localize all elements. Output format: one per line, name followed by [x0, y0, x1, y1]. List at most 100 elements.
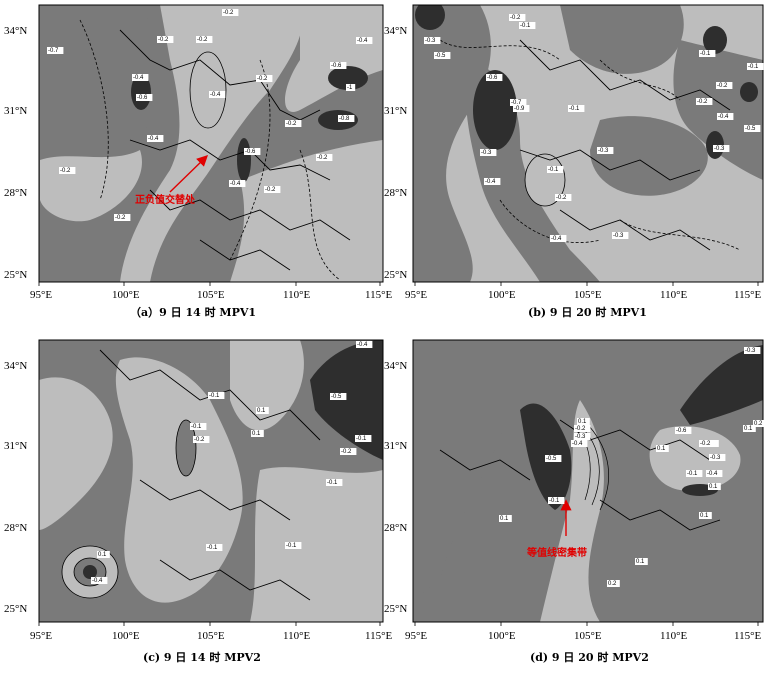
lon-label: 105°E: [574, 630, 602, 642]
lat-label: 34°N: [384, 25, 407, 37]
contour-label: -0.4: [357, 342, 368, 348]
panel-b-map: [413, 5, 763, 282]
contour-label-bg: [208, 392, 225, 399]
contour-label-bg: [147, 135, 164, 142]
lon-label: 105°E: [574, 289, 602, 301]
contour-label-bg: [346, 84, 356, 91]
contour-label-bg: [330, 393, 347, 400]
contour-label: -0.2: [556, 195, 567, 201]
contour-label: -0.9: [514, 106, 525, 112]
contour-label-bg: [486, 74, 503, 81]
contour-label: 0.1: [709, 484, 718, 490]
contour-label: 0.1: [578, 419, 587, 425]
contour-label-bg: [709, 454, 726, 461]
contour-label: -0.1: [356, 436, 367, 442]
contour-label-bg: [132, 74, 149, 81]
lat-label: 28°N: [384, 522, 407, 534]
lon-label: 110°E: [660, 630, 687, 642]
contour-label: -1: [347, 85, 353, 91]
lon-label: 100°E: [112, 630, 140, 642]
contour-label-bg: [424, 37, 441, 44]
contour-label: -0.1: [207, 545, 218, 551]
panel-c-frame: [38, 339, 384, 623]
panel-d-annotation: 等值线密集带: [527, 546, 587, 559]
lon-label: 95°E: [405, 630, 427, 642]
panel-d-map: [413, 340, 763, 622]
panel-d-caption: (d) 9 日 20 时 MPV2: [530, 650, 649, 664]
lat-label: 34°N: [4, 360, 27, 372]
contour-label: 0.2: [754, 421, 763, 427]
lat-labels-d: 34°N 31°N 28°N 25°N: [384, 360, 407, 615]
contour-label: -0.1: [520, 23, 531, 29]
contour-label-bg: [571, 440, 588, 447]
lon-label: 115°E: [734, 630, 761, 642]
contour-label-bg: [744, 125, 761, 132]
contour-label: 0.1: [636, 559, 645, 565]
contour-label-bg: [548, 497, 565, 504]
contour-label: -0.1: [569, 106, 580, 112]
lon-label: 95°E: [405, 289, 427, 301]
contour-label-bg: [696, 98, 713, 105]
panel-a-contour-labels: -0.7 -0.2 -0.4 -0.6 -0.2 -0.4 -0.2 -0.6 -1 -0.8 -0…: [47, 9, 373, 221]
contour-label: -0.4: [485, 179, 496, 185]
lat-label: 31°N: [384, 105, 407, 117]
contour-label: -0.1: [286, 543, 297, 549]
panel-a-caption: （a）9 日 14 时 MPV1: [130, 305, 256, 319]
contour-label: -0.2: [717, 83, 728, 89]
contour-label-bg: [686, 470, 703, 477]
contour-label: -0.1: [748, 64, 759, 70]
panel-b-contour-labels: -0.2 -0.1 -0.3 -0.5 -0.6 -0.7-0.9 -0.3 -0.4 -0.1…: [424, 14, 764, 242]
contour-label: -0.6: [137, 95, 148, 101]
contour-label-bg: [326, 479, 343, 486]
contour-label-bg: [635, 558, 648, 565]
contour-label: -0.5: [331, 394, 342, 400]
contour-label: -0.3: [425, 38, 436, 44]
contour-label-bg: [713, 145, 730, 152]
lat-labels-b: 34°N 31°N 28°N 25°N: [384, 25, 407, 281]
contour-label: -0.4: [92, 578, 103, 584]
contour-label: -0.4: [572, 441, 583, 447]
contour-label-bg: [244, 148, 261, 155]
contour-label: -0.5: [745, 126, 756, 132]
contour-label-bg: [699, 512, 712, 519]
contour-label-bg: [597, 147, 614, 154]
contour-label-bg: [59, 167, 76, 174]
contour-label: 0.1: [252, 431, 261, 437]
contour-label-bg: [509, 14, 526, 21]
lon-label: 100°E: [488, 289, 516, 301]
contour-label-bg: [157, 36, 174, 43]
contour-label: -0.1: [327, 480, 338, 486]
contour-label-bg: [190, 423, 207, 430]
contour-label-bg: [612, 232, 629, 239]
lat-label: 28°N: [4, 522, 27, 534]
contour-label: 0.1: [500, 516, 509, 522]
lon-label: 110°E: [660, 289, 687, 301]
contour-label: 0.1: [744, 426, 753, 432]
lon-label: 115°E: [365, 289, 392, 301]
contour-label: -0.4: [230, 181, 241, 187]
contour-label-bg: [136, 94, 153, 101]
contour-label: -0.4: [210, 92, 221, 98]
contour-label: -0.1: [548, 167, 559, 173]
lat-label: 31°N: [4, 105, 27, 117]
lon-label: 100°E: [488, 630, 516, 642]
contour-label: 0.2: [608, 581, 617, 587]
contour-label: -0.3: [481, 150, 492, 156]
contour-label: -0.3: [613, 233, 624, 239]
contour-label: -0.2: [158, 37, 169, 43]
contour-label: -0.2: [60, 168, 71, 174]
contour-label-bg: [577, 418, 590, 425]
lon-labels-b: 95°E 100°E 105°E 110°E 115°E: [405, 289, 761, 301]
contour-label-bg: [340, 448, 357, 455]
contour-label-bg: [574, 433, 591, 440]
lat-label: 25°N: [384, 603, 407, 615]
lat-label: 34°N: [4, 25, 27, 37]
contour-label: -0.3: [710, 455, 721, 461]
contour-label-bg: [480, 149, 497, 156]
panel-a-map: [39, 5, 383, 282]
contour-label-bg: [607, 580, 620, 587]
lon-label: 110°E: [283, 630, 310, 642]
contour-label: -0.3: [575, 434, 586, 440]
contour-label: 0.1: [700, 513, 709, 519]
